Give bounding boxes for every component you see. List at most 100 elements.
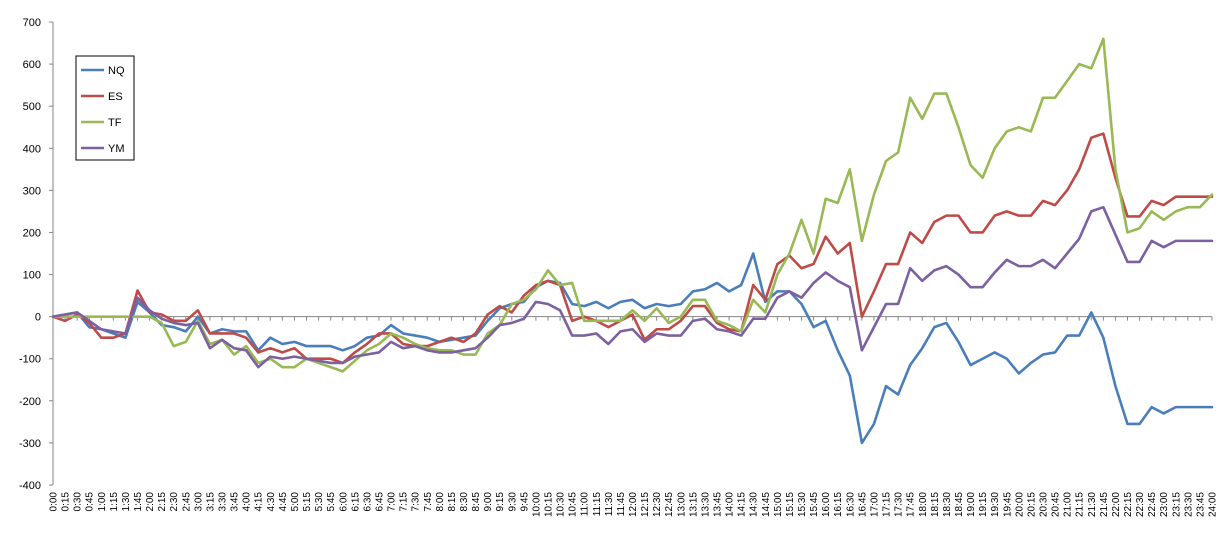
x-tick-label: 12:15: [640, 492, 651, 517]
x-tick-label: 13:00: [676, 492, 687, 517]
x-tick-label: 19:45: [1002, 492, 1013, 517]
x-tick-label: 19:15: [978, 492, 989, 517]
x-tick-label: 23:00: [1159, 492, 1170, 517]
x-tick-label: 21:00: [1063, 492, 1074, 517]
legend-label-nq: NQ: [108, 65, 125, 77]
x-tick-label: 21:15: [1075, 492, 1086, 517]
x-tick-label: 17:45: [906, 492, 917, 517]
series-line-nq: [51, 252, 1214, 445]
y-tick-label: -400: [19, 480, 41, 492]
x-tick-label: 14:15: [737, 492, 748, 517]
y-tick-label: 500: [23, 101, 41, 113]
x-tick-label: 9:30: [507, 492, 518, 512]
x-tick-label: 7:45: [423, 492, 434, 512]
x-tick-label: 12:00: [628, 492, 639, 517]
x-tick-label: 16:30: [845, 492, 856, 517]
x-tick-label: 20:15: [1026, 492, 1037, 517]
x-tick-label: 22:15: [1123, 492, 1134, 517]
x-axis: 0:00 0:15 0:30 0:45 1:00 1:15 1:30 1:45 2:00 2:15…: [49, 316, 1219, 517]
x-tick-label: 8:15: [447, 492, 458, 512]
x-tick-label: 18:30: [942, 492, 953, 517]
x-tick-label: 4:15: [254, 492, 265, 512]
x-tick-label: 12:45: [664, 492, 675, 517]
x-tick-label: 14:00: [725, 492, 736, 517]
x-tick-label: 7:30: [411, 492, 422, 512]
y-tick-label: 600: [23, 59, 41, 71]
legend-label-ym: YM: [108, 143, 125, 155]
x-tick-label: 1:15: [109, 492, 120, 512]
legend-box: [75, 55, 135, 161]
y-tick-label: 400: [23, 143, 41, 155]
x-tick-label: 2:45: [181, 492, 192, 512]
x-tick-label: 18:00: [918, 492, 929, 517]
legend-label-es: ES: [108, 91, 123, 103]
x-tick-label: 11:45: [616, 492, 627, 517]
x-tick-label: 14:30: [749, 492, 760, 517]
x-tick-label: 2:30: [169, 492, 180, 512]
x-tick-label: 11:30: [604, 492, 615, 517]
x-tick-label: 2:15: [157, 492, 168, 512]
x-tick-label: 15:45: [809, 492, 820, 517]
y-tick-label: 0: [35, 312, 41, 324]
y-tick-label: -300: [19, 438, 41, 450]
series-line-tf: [51, 37, 1214, 373]
legend: NQ ES TF YM: [75, 55, 135, 161]
x-tick-label: 18:45: [954, 492, 965, 517]
x-tick-label: 3:15: [205, 492, 216, 512]
x-tick-label: 20:00: [1014, 492, 1025, 517]
y-tick-label: 100: [23, 270, 41, 282]
x-tick-label: 9:45: [519, 492, 530, 512]
x-tick-label: 23:45: [1195, 492, 1206, 517]
x-tick-label: 5:15: [302, 492, 313, 512]
x-tick-label: 9:00: [483, 492, 494, 512]
x-tick-label: 6:00: [338, 492, 349, 512]
y-tick-label: 200: [23, 227, 41, 239]
y-tick-label: 700: [23, 17, 41, 29]
x-tick-label: 15:15: [785, 492, 796, 517]
x-tick-label: 21:45: [1099, 492, 1110, 517]
x-tick-label: 21:30: [1087, 492, 1098, 517]
x-tick-label: 6:15: [350, 492, 361, 512]
series-layer: [51, 37, 1214, 445]
x-tick-label: 16:00: [821, 492, 832, 517]
x-tick-label: 3:00: [193, 492, 204, 512]
x-tick-label: 6:30: [362, 492, 373, 512]
x-tick-label: 19:00: [966, 492, 977, 517]
x-tick-label: 9:15: [495, 492, 506, 512]
x-tick-label: 17:30: [894, 492, 905, 517]
x-tick-label: 5:45: [326, 492, 337, 512]
x-tick-label: 17:15: [882, 492, 893, 517]
x-tick-label: 13:45: [713, 492, 724, 517]
x-tick-label: 0:15: [61, 492, 72, 512]
x-tick-label: 13:15: [688, 492, 699, 517]
y-tick-label: -200: [19, 396, 41, 408]
x-tick-label: 1:45: [133, 492, 144, 512]
x-tick-label: 18:15: [930, 492, 941, 517]
x-tick-label: 2:00: [145, 492, 156, 512]
x-tick-label: 15:00: [773, 492, 784, 517]
x-tick-label: 11:00: [580, 492, 591, 517]
x-tick-label: 8:00: [435, 492, 446, 512]
x-tick-label: 7:00: [387, 492, 398, 512]
legend-label-tf: TF: [108, 117, 122, 129]
x-tick-label: 3:30: [218, 492, 229, 512]
x-tick-label: 24:00: [1208, 492, 1219, 517]
x-tick-label: 5:00: [290, 492, 301, 512]
x-tick-label: 4:00: [242, 492, 253, 512]
x-tick-label: 8:30: [459, 492, 470, 512]
y-tick-label: 300: [23, 185, 41, 197]
x-tick-label: 23:15: [1171, 492, 1182, 517]
x-tick-label: 0:00: [49, 492, 60, 512]
x-tick-label: 12:30: [652, 492, 663, 517]
x-tick-label: 22:45: [1147, 492, 1158, 517]
x-tick-label: 7:15: [399, 492, 410, 512]
x-tick-label: 20:45: [1051, 492, 1062, 517]
x-tick-label: 10:30: [556, 492, 567, 517]
x-tick-label: 4:30: [266, 492, 277, 512]
x-tick-label: 1:30: [121, 492, 132, 512]
x-tick-label: 4:45: [278, 492, 289, 512]
series-line-ym: [51, 205, 1214, 369]
y-tick-label: -100: [19, 354, 41, 366]
x-tick-label: 0:30: [73, 492, 84, 512]
